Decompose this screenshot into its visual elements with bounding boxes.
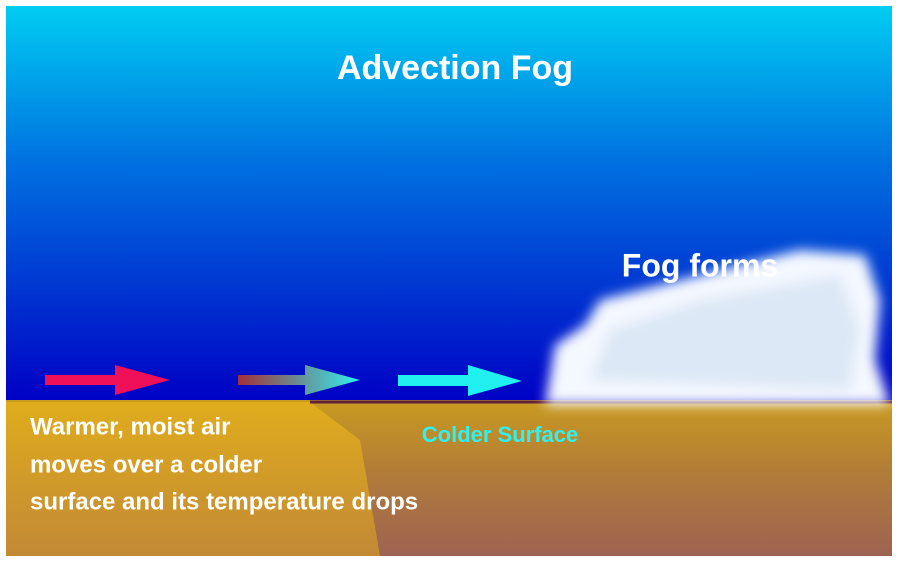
surface-label: Colder Surface bbox=[422, 422, 579, 447]
cooling-arrow bbox=[238, 365, 360, 395]
warm-arrow bbox=[45, 365, 170, 395]
arrows bbox=[45, 365, 522, 396]
fog-cloud bbox=[545, 250, 890, 405]
cold-arrow bbox=[398, 365, 522, 396]
title: Advection Fog bbox=[337, 49, 573, 87]
description-line: moves over a colder bbox=[30, 451, 262, 478]
warm-surface bbox=[6, 402, 380, 556]
fog-label: Fog forms bbox=[622, 247, 778, 283]
description-line: surface and its temperature drops bbox=[30, 488, 418, 515]
description-line: Warmer, moist air bbox=[30, 413, 231, 440]
